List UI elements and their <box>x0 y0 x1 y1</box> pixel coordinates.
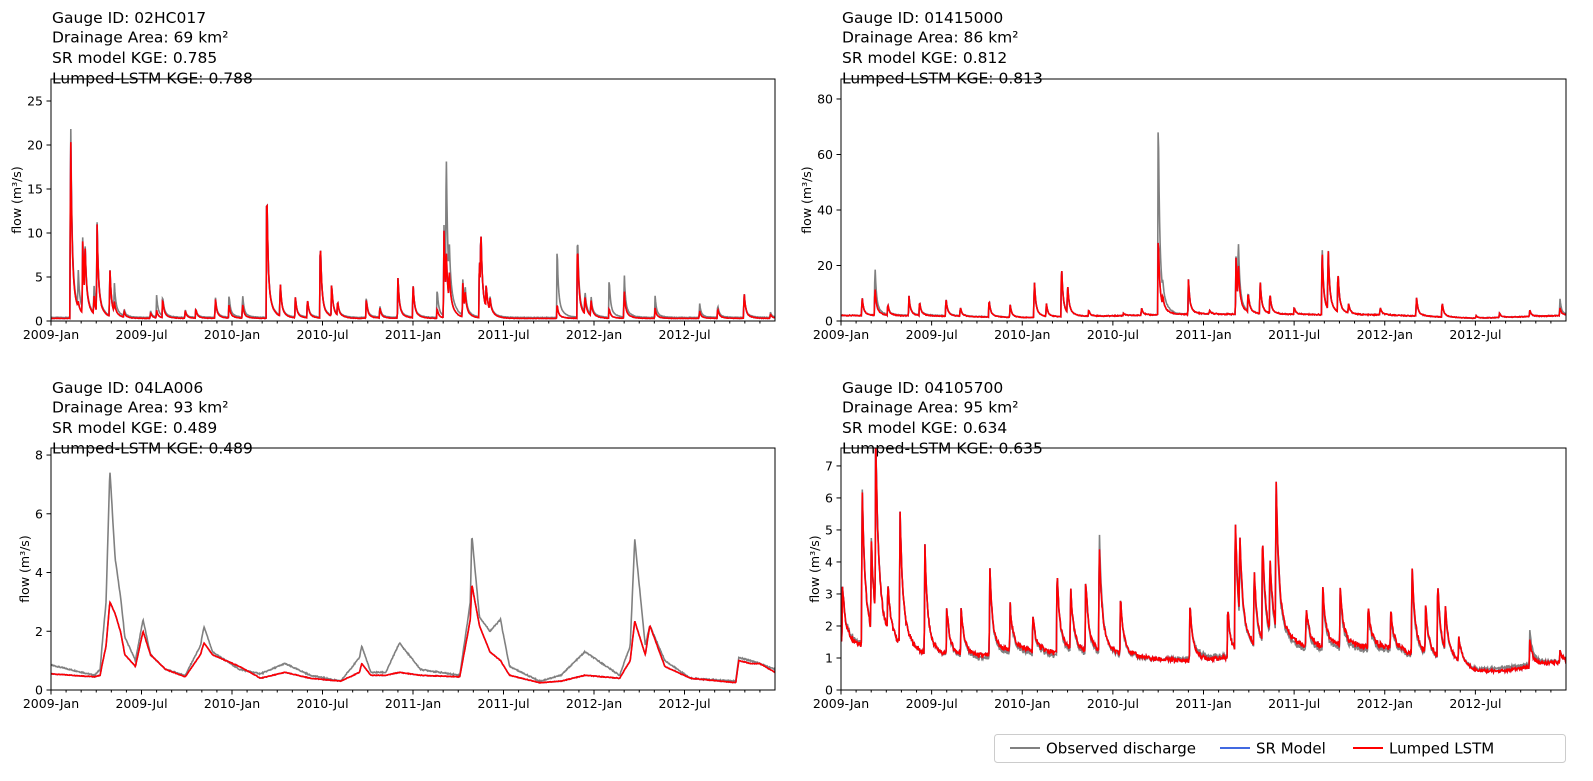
x-tick-label: 2009-Jul <box>115 696 167 711</box>
x-tick-label: 2009-Jan <box>813 327 869 342</box>
x-tick-label: 2012-Jul <box>1449 327 1501 342</box>
x-tick-label: 2010-Jul <box>296 327 348 342</box>
x-tick-label: 2012-Jan <box>566 327 622 342</box>
y-tick-label: 25 <box>27 94 43 109</box>
subplot-title-line: Gauge ID: 04105700 <box>842 379 1003 397</box>
y-tick-label: 7 <box>825 458 833 473</box>
series-lumped-lstm <box>841 448 1566 676</box>
subplot-title-line: Drainage Area: 93 km² <box>52 399 229 417</box>
subplot-bottom-right: Gauge ID: 04105700 Drainage Area: 95 km² S… <box>807 379 1567 711</box>
x-tick-label: 2011-Jul <box>477 696 529 711</box>
y-tick-label: 2 <box>825 618 833 633</box>
axes-frame <box>50 78 776 322</box>
x-tick-label: 2011-Jan <box>1175 696 1231 711</box>
y-tick-label: 20 <box>27 138 43 153</box>
y-tick-label: 0 <box>825 683 833 698</box>
legend-label: Observed discharge <box>1046 740 1196 758</box>
series-observed-discharge <box>841 132 1566 320</box>
x-tick-label: 2010-Jan <box>994 696 1050 711</box>
series-sr-model <box>51 585 775 684</box>
x-tick-label: 2009-Jan <box>23 696 79 711</box>
series-lumped-lstm <box>841 242 1566 320</box>
subplot-title-line: Drainage Area: 95 km² <box>842 399 1019 417</box>
y-tick-label: 15 <box>27 182 43 197</box>
x-tick-label: 2012-Jan <box>1357 696 1413 711</box>
axes-frame <box>840 78 1567 322</box>
y-tick-label: 1 <box>825 650 833 665</box>
x-tick-label: 2009-Jan <box>23 327 79 342</box>
series-sr-model <box>841 242 1566 320</box>
subplot-title-line: SR model KGE: 0.785 <box>52 49 217 67</box>
y-tick-label: 5 <box>35 270 43 285</box>
subplot-top-right: Gauge ID: 01415000 Drainage Area: 86 km² S… <box>799 9 1567 342</box>
y-axis-label: flow (m³/s) <box>799 166 814 233</box>
y-tick-label: 80 <box>817 91 833 106</box>
x-tick-label: 2012-Jul <box>1449 696 1501 711</box>
y-tick-label: 10 <box>27 226 43 241</box>
x-tick-label: 2010-Jan <box>994 327 1050 342</box>
subplot-bottom-left: Gauge ID: 04LA006 Drainage Area: 93 km² SR… <box>17 379 776 711</box>
y-tick-label: 3 <box>825 586 833 601</box>
x-tick-label: 2010-Jan <box>204 327 260 342</box>
x-tick-label: 2010-Jul <box>1087 327 1139 342</box>
x-tick-label: 2011-Jul <box>477 327 529 342</box>
x-tick-label: 2011-Jul <box>1268 696 1320 711</box>
y-axis-label: flow (m³/s) <box>17 535 32 602</box>
y-axis-label: flow (m³/s) <box>807 535 822 602</box>
x-tick-label: 2012-Jul <box>658 327 710 342</box>
y-tick-label: 60 <box>817 147 833 162</box>
x-tick-label: 2009-Jul <box>906 696 958 711</box>
legend: Observed discharge SR Model Lumped LSTM <box>994 734 1566 763</box>
subplot-title-line: Gauge ID: 02HC017 <box>52 9 206 27</box>
x-tick-label: 2012-Jul <box>658 696 710 711</box>
x-tick-label: 2011-Jan <box>1175 327 1231 342</box>
y-tick-label: 4 <box>825 554 833 569</box>
legend-label: SR Model <box>1256 740 1326 758</box>
subplot-title-line: Gauge ID: 04LA006 <box>52 379 203 397</box>
y-tick-label: 0 <box>825 314 833 329</box>
x-tick-label: 2012-Jan <box>566 696 622 711</box>
series-observed-discharge <box>51 472 775 684</box>
legend-frame <box>994 734 1566 763</box>
y-tick-label: 0 <box>35 683 43 698</box>
y-tick-label: 2 <box>35 624 43 639</box>
subplot-title-line: Drainage Area: 69 km² <box>52 29 229 47</box>
x-tick-label: 2010-Jan <box>204 696 260 711</box>
x-tick-label: 2009-Jul <box>115 327 167 342</box>
y-tick-label: 6 <box>35 506 43 521</box>
x-tick-label: 2011-Jul <box>1268 327 1320 342</box>
subplot-title-line: Gauge ID: 01415000 <box>842 9 1003 27</box>
x-tick-label: 2009-Jul <box>906 327 958 342</box>
y-tick-label: 20 <box>817 258 833 273</box>
subplot-top-left: Gauge ID: 02HC017 Drainage Area: 69 km² SR… <box>9 9 776 342</box>
x-tick-label: 2011-Jan <box>385 696 441 711</box>
y-tick-label: 4 <box>35 565 43 580</box>
x-tick-label: 2012-Jan <box>1357 327 1413 342</box>
series-lumped-lstm <box>51 585 775 684</box>
subplot-title-line: SR model KGE: 0.489 <box>52 419 217 437</box>
x-tick-label: 2009-Jan <box>813 696 869 711</box>
subplot-title-line: Drainage Area: 86 km² <box>842 29 1019 47</box>
subplot-title-line: SR model KGE: 0.634 <box>842 419 1007 437</box>
legend-label: Lumped LSTM <box>1389 740 1494 758</box>
series-lumped-lstm <box>51 142 775 320</box>
subplot-title-line: SR model KGE: 0.812 <box>842 49 1007 67</box>
axes-frame <box>50 447 776 691</box>
y-tick-label: 0 <box>35 314 43 329</box>
y-tick-label: 5 <box>825 522 833 537</box>
x-tick-label: 2011-Jan <box>385 327 441 342</box>
y-tick-label: 8 <box>35 448 43 463</box>
y-tick-label: 6 <box>825 490 833 505</box>
x-tick-label: 2010-Jul <box>1087 696 1139 711</box>
x-tick-label: 2010-Jul <box>296 696 348 711</box>
y-tick-label: 40 <box>817 202 833 217</box>
y-axis-label: flow (m³/s) <box>9 166 24 233</box>
